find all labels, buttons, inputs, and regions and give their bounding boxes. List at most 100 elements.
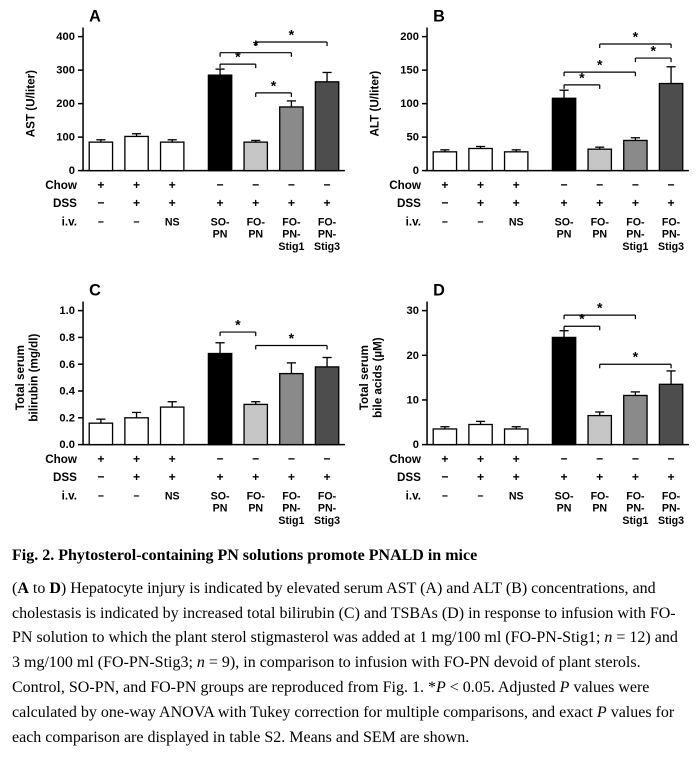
chow-cell: − <box>632 178 639 192</box>
caption-segment: to <box>28 579 50 597</box>
iv-cell: NS <box>165 216 180 228</box>
iv-cell: PN- <box>318 229 337 241</box>
chow-cell: + <box>477 452 484 466</box>
iv-cell: PN- <box>662 229 681 241</box>
iv-cell: − <box>133 216 139 228</box>
chow-cell: + <box>133 452 140 466</box>
chow-cell: − <box>668 452 675 466</box>
iv-cell: FO- <box>626 216 645 228</box>
caption-body: (A to D) Hepatocyte injury is indicated … <box>12 577 688 751</box>
dss-cell: + <box>217 470 224 484</box>
y-tick-label: 0 <box>413 439 419 451</box>
iv-cell: PN- <box>662 503 681 515</box>
dss-cell: + <box>561 196 568 210</box>
iv-cell: Stig3 <box>314 515 340 527</box>
bar-FO-PN-Stig1 <box>623 139 648 172</box>
row-label-Chow: Chow <box>389 453 422 466</box>
y-tick-label: 0 <box>413 165 419 177</box>
iv-cell: FO- <box>282 216 301 228</box>
y-tick-label: 10 <box>407 394 419 406</box>
y-tick-label: 400 <box>56 31 75 43</box>
caption-segment: ( <box>12 579 18 597</box>
dss-cell: + <box>596 470 603 484</box>
chart-panel-a: 0 100 200 300 400 * * * * A AST (U/liter) Chow DSS i.… <box>24 7 345 253</box>
iv-cell: Stig1 <box>278 515 304 527</box>
chow-cell: − <box>596 178 603 192</box>
chow-cell: − <box>288 452 295 466</box>
caption-segment: n <box>604 629 613 647</box>
caption-segment: P <box>596 703 607 721</box>
chow-cell: − <box>632 452 639 466</box>
significance-star: * <box>289 27 295 43</box>
iv-cell: − <box>98 490 104 502</box>
significance-star: * <box>633 350 639 366</box>
significance-star: * <box>650 44 656 60</box>
chart-panel-c: 0.0 0.2 0.4 0.6 0.8 1.0 * * C Total serum bilirubi… <box>14 281 345 527</box>
dss-cell: − <box>97 470 104 484</box>
y-tick-label: 0.0 <box>59 439 75 451</box>
dss-cell: + <box>596 196 603 210</box>
iv-cell: FO- <box>591 490 610 502</box>
chow-cell: + <box>133 178 140 192</box>
chow-cell: − <box>668 178 675 192</box>
panel-letter: B <box>433 7 445 25</box>
iv-cell: FO- <box>247 216 266 228</box>
y-tick-label: 0.4 <box>59 386 75 398</box>
chow-cell: + <box>477 178 484 192</box>
y-tick-label: 0 <box>69 165 75 177</box>
chow-cell: + <box>169 178 176 192</box>
chow-cell: + <box>169 452 176 466</box>
iv-cell: PN <box>592 229 607 241</box>
dss-cell: + <box>252 196 259 210</box>
significance-star: * <box>253 38 259 54</box>
dss-cell: + <box>668 470 675 484</box>
caption-segment: values for each comparison are displayed… <box>12 703 675 746</box>
significance-star: * <box>235 50 241 66</box>
dss-cell: + <box>324 470 331 484</box>
chow-cell: + <box>97 452 104 466</box>
bar-chow+DSS <box>124 135 149 172</box>
iv-cell: − <box>442 216 448 228</box>
iv-cell: − <box>477 216 483 228</box>
iv-cell: Stig3 <box>314 241 340 253</box>
dss-cell: + <box>668 196 675 210</box>
chow-cell: + <box>513 452 520 466</box>
dss-cell: + <box>477 470 484 484</box>
row-label-i.v.: i.v. <box>62 215 77 228</box>
bar-FO-PN-Stig1 <box>623 394 648 446</box>
significance-star: * <box>289 331 295 347</box>
bar-chow+DSS+NS <box>503 428 529 446</box>
caption-segment: = 12) and 3 mg/100 ml (FO-PN-Stig3; <box>12 629 678 672</box>
y-tick-label: 30 <box>407 305 419 317</box>
significance-star: * <box>579 70 585 86</box>
significance-star: * <box>633 29 639 45</box>
chow-cell: − <box>324 452 331 466</box>
bar-FO-PN <box>243 141 269 172</box>
y-axis-label: AST (U/liter) <box>24 70 37 137</box>
row-label-i.v.: i.v. <box>406 489 421 502</box>
significance-star: * <box>597 58 603 74</box>
dss-cell: + <box>632 196 639 210</box>
significance-star: * <box>597 301 603 317</box>
iv-cell: SO- <box>555 216 574 228</box>
dss-cell: + <box>632 470 639 484</box>
iv-cell: SO- <box>555 490 574 502</box>
bar-FO-PN <box>587 414 613 446</box>
iv-cell: NS <box>165 490 180 502</box>
caption-segment: P <box>435 678 446 696</box>
y-axis-label: bile acids (µM) <box>371 337 384 418</box>
chow-cell: + <box>441 178 448 192</box>
bar-FO-PN-Stig3 <box>658 82 684 172</box>
y-axis-label: Total serum <box>358 345 371 410</box>
iv-cell: SO- <box>211 216 230 228</box>
caption-segment: D <box>49 579 61 597</box>
bar-chow+DSS <box>124 417 149 446</box>
dss-cell: + <box>252 470 259 484</box>
bar-FO-PN-Stig1 <box>279 106 304 172</box>
iv-cell: FO- <box>318 490 337 502</box>
iv-cell: FO- <box>662 490 681 502</box>
iv-cell: PN <box>248 229 263 241</box>
iv-cell: − <box>477 490 483 502</box>
caption-title: Fig. 2. Phytosterol-containing PN soluti… <box>12 547 478 564</box>
